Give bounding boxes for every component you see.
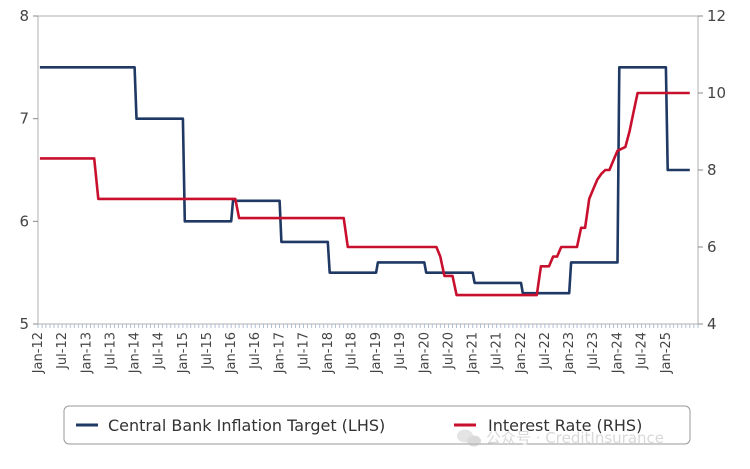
x-axis-tick-label: Jan-24 <box>610 332 625 374</box>
axes: 5 6 7 8 4 6 8 10 12 Jan-12 Jul-12 Jan-13 Jul-13 Jan-1… <box>19 7 726 374</box>
x-axis-tick-label: Jan-12 <box>31 332 46 374</box>
watermark: 公众号 · CreditInsurance <box>457 429 664 447</box>
x-axis-tick-label: Jan-18 <box>321 332 336 374</box>
wechat-icon <box>457 429 481 447</box>
x-axis-tick-label: Jul-23 <box>586 332 601 370</box>
x-axis-tick-label: Jul-12 <box>55 332 70 370</box>
legend-label-interest-rate: Interest Rate (RHS) <box>488 416 642 435</box>
left-axis-tick-label: 5 <box>19 315 29 333</box>
x-axis-tick-label: Jan-23 <box>562 332 577 374</box>
right-axis-tick-label: 4 <box>707 315 717 333</box>
series-line-interest-rate <box>39 91 690 297</box>
series-line-inflation-target <box>39 66 690 295</box>
left-axis-tick-label: 6 <box>19 212 29 230</box>
x-axis-tick-label: Jan-15 <box>176 332 191 374</box>
x-axis-tick-label: Jan-17 <box>273 332 288 374</box>
x-axis-tick-label: Jul-20 <box>441 332 456 370</box>
x-axis-tick-label: Jan-13 <box>79 332 94 374</box>
x-axis-tick-label: Jul-17 <box>296 332 311 370</box>
left-axis-tick-label: 7 <box>19 110 29 128</box>
x-axis-tick-label: Jul-19 <box>393 332 408 370</box>
x-axis-tick-label: Jan-21 <box>466 332 481 374</box>
left-axis-tick-label: 8 <box>19 7 29 25</box>
right-axis-tick-label: 12 <box>707 7 726 25</box>
x-axis-tick-label: Jan-20 <box>417 332 432 374</box>
right-axis-tick-label: 10 <box>707 84 726 102</box>
series-layer <box>39 66 690 297</box>
plot-frame <box>37 15 699 325</box>
x-axis-tick-label: Jul-24 <box>635 332 650 370</box>
x-axis-tick-label: Jul-21 <box>490 332 505 370</box>
x-axis-tick-label: Jul-18 <box>345 332 360 370</box>
x-axis-tick-label: Jan-16 <box>224 332 239 374</box>
x-axis-tick-label: Jul-22 <box>538 332 553 370</box>
right-axis-tick-label: 6 <box>707 238 717 256</box>
x-axis-tick-label: Jul-16 <box>248 332 263 370</box>
x-axis-tick-label: Jul-15 <box>200 332 215 370</box>
legend: Central Bank Inflation Target (LHS) Inter… <box>63 405 691 445</box>
right-axis-tick-label: 8 <box>707 161 717 179</box>
x-axis-tick-label: Jul-13 <box>103 332 118 370</box>
x-axis-tick-label: Jan-19 <box>369 332 384 374</box>
x-axis-tick-label: Jan-22 <box>514 332 529 374</box>
legend-box <box>63 405 691 445</box>
watermark-text: 公众号 · CreditInsurance <box>486 429 664 447</box>
x-axis-tick-label: Jul-14 <box>152 332 167 370</box>
x-axis-tick-label: Jan-25 <box>659 332 674 374</box>
x-axis-tick-label: Jan-14 <box>128 332 143 374</box>
legend-label-inflation-target: Central Bank Inflation Target (LHS) <box>108 416 385 435</box>
